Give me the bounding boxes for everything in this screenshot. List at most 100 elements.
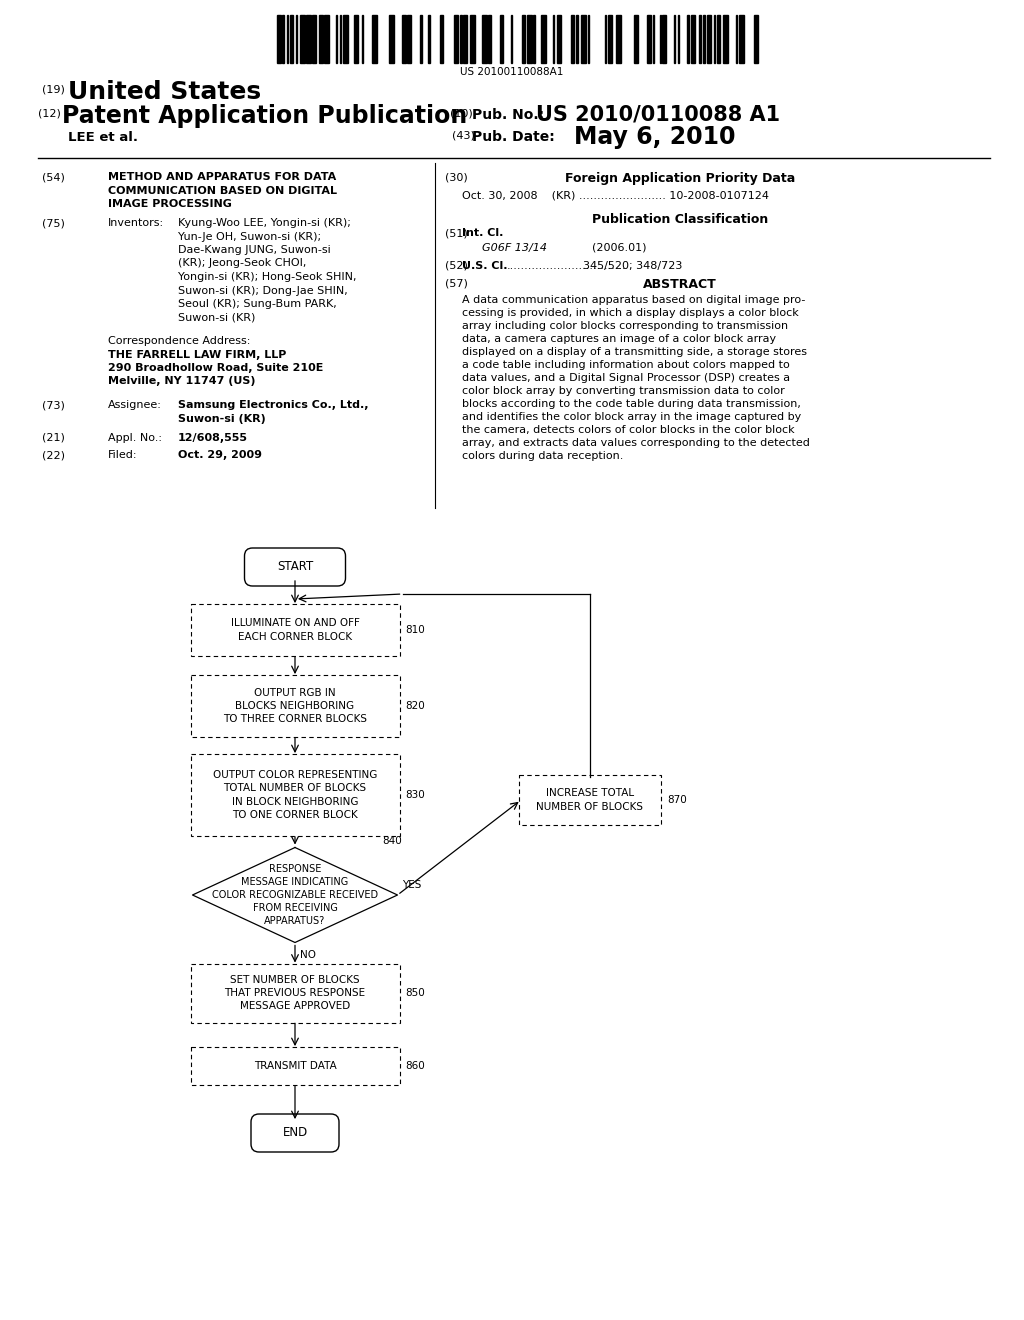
Bar (278, 15, 281, 63)
Text: Foreign Application Priority Data: Foreign Application Priority Data (565, 172, 795, 185)
Bar (575, 15, 578, 63)
Text: (75): (75) (42, 218, 65, 228)
Text: Pub. Date:: Pub. Date: (472, 129, 555, 144)
Text: 820: 820 (406, 701, 425, 711)
Text: Oct. 30, 2008    (KR) ........................ 10-2008-0107124: Oct. 30, 2008 (KR) .....................… (462, 190, 769, 201)
FancyBboxPatch shape (190, 675, 399, 737)
Text: OUTPUT RGB IN
BLOCKS NEIGHBORING
TO THREE CORNER BLOCKS: OUTPUT RGB IN BLOCKS NEIGHBORING TO THRE… (223, 688, 367, 725)
Text: LEE et al.: LEE et al. (68, 131, 138, 144)
Bar (470, 15, 475, 63)
Bar (739, 15, 744, 63)
Text: (30): (30) (445, 172, 468, 182)
Text: Melville, NY 11747 (US): Melville, NY 11747 (US) (108, 376, 256, 387)
Text: .................................: ................................. (507, 261, 627, 271)
Bar (389, 15, 394, 63)
Bar (647, 15, 651, 63)
Bar (290, 15, 293, 63)
Text: 830: 830 (406, 789, 425, 800)
Text: array, and extracts data values corresponding to the detected: array, and extracts data values correspo… (462, 438, 810, 447)
Bar (282, 15, 284, 63)
Bar (343, 15, 348, 63)
Text: US 2010/0110088 A1: US 2010/0110088 A1 (536, 104, 780, 124)
Text: (12): (12) (38, 108, 60, 117)
Bar (354, 15, 358, 63)
Text: 850: 850 (406, 987, 425, 998)
Bar (372, 15, 377, 63)
Text: Oct. 29, 2009: Oct. 29, 2009 (178, 450, 262, 459)
Text: Dae-Kwang JUNG, Suwon-si: Dae-Kwang JUNG, Suwon-si (178, 246, 331, 255)
Bar (581, 15, 586, 63)
Text: Filed:: Filed: (108, 450, 137, 459)
Text: (51): (51) (445, 228, 468, 238)
Text: (22): (22) (42, 450, 65, 459)
Text: 870: 870 (667, 795, 687, 805)
Text: NO: NO (300, 949, 316, 960)
Text: A data communication apparatus based on digital image pro-: A data communication apparatus based on … (462, 294, 805, 305)
Text: Pub. No.:: Pub. No.: (472, 108, 544, 121)
Text: COMMUNICATION BASED ON DIGITAL: COMMUNICATION BASED ON DIGITAL (108, 186, 337, 195)
Text: G06F 13/14: G06F 13/14 (482, 243, 547, 253)
Text: a code table including information about colors mapped to: a code table including information about… (462, 360, 790, 370)
Text: Kyung-Woo LEE, Yongin-si (KR);: Kyung-Woo LEE, Yongin-si (KR); (178, 218, 351, 228)
Bar (460, 15, 462, 63)
Text: Appl. No.:: Appl. No.: (108, 433, 162, 444)
Text: INCREASE TOTAL
NUMBER OF BLOCKS: INCREASE TOTAL NUMBER OF BLOCKS (537, 788, 643, 812)
Bar (634, 15, 638, 63)
Bar (557, 15, 561, 63)
Bar (440, 15, 443, 63)
Bar (703, 15, 705, 63)
Text: May 6, 2010: May 6, 2010 (574, 125, 735, 149)
Bar (717, 15, 720, 63)
Bar (407, 15, 411, 63)
Text: and identifies the color block array in the image captured by: and identifies the color block array in … (462, 412, 801, 422)
Text: cessing is provided, in which a display displays a color block: cessing is provided, in which a display … (462, 308, 799, 318)
Bar (608, 15, 612, 63)
Text: colors during data reception.: colors during data reception. (462, 451, 624, 461)
Text: blocks according to the code table during data transmission,: blocks according to the code table durin… (462, 399, 801, 409)
Text: Suwon-si (KR); Dong-Jae SHIN,: Suwon-si (KR); Dong-Jae SHIN, (178, 285, 348, 296)
Text: (19): (19) (42, 84, 65, 95)
FancyBboxPatch shape (190, 1047, 399, 1085)
Bar (699, 15, 701, 63)
Text: Correspondence Address:: Correspondence Address: (108, 337, 251, 346)
Bar (754, 15, 758, 63)
Text: (57): (57) (445, 279, 468, 288)
Bar (300, 15, 305, 63)
Text: displayed on a display of a transmitting side, a storage stores: displayed on a display of a transmitting… (462, 347, 807, 356)
Text: color block array by converting transmission data to color: color block array by converting transmis… (462, 385, 784, 396)
Text: Assignee:: Assignee: (108, 400, 162, 411)
FancyBboxPatch shape (190, 605, 399, 656)
Text: Suwon-si (KR): Suwon-si (KR) (178, 413, 266, 424)
Text: (54): (54) (42, 172, 65, 182)
Bar (319, 15, 323, 63)
Text: the camera, detects colors of color blocks in the color block: the camera, detects colors of color bloc… (462, 425, 795, 436)
Text: SET NUMBER OF BLOCKS
THAT PREVIOUS RESPONSE
MESSAGE APPROVED: SET NUMBER OF BLOCKS THAT PREVIOUS RESPO… (224, 974, 366, 1011)
Text: (21): (21) (42, 433, 65, 444)
Text: 345/520; 348/723: 345/520; 348/723 (583, 261, 682, 271)
Text: Int. Cl.: Int. Cl. (462, 228, 504, 238)
Text: Publication Classification: Publication Classification (592, 213, 768, 226)
Text: END: END (283, 1126, 307, 1139)
Bar (324, 15, 329, 63)
Bar (488, 15, 490, 63)
FancyBboxPatch shape (519, 775, 662, 825)
Bar (428, 15, 430, 63)
FancyBboxPatch shape (190, 754, 399, 836)
Text: Suwon-si (KR): Suwon-si (KR) (178, 313, 255, 322)
FancyBboxPatch shape (251, 1114, 339, 1152)
Text: METHOD AND APPARATUS FOR DATA: METHOD AND APPARATUS FOR DATA (108, 172, 336, 182)
Text: 12/608,555: 12/608,555 (178, 433, 248, 444)
Bar (463, 15, 467, 63)
Text: Inventors:: Inventors: (108, 218, 164, 228)
Text: data, a camera captures an image of a color block array: data, a camera captures an image of a co… (462, 334, 776, 345)
Bar (420, 15, 422, 63)
Bar (402, 15, 406, 63)
Bar (312, 15, 316, 63)
Bar (616, 15, 621, 63)
Text: THE FARRELL LAW FIRM, LLP: THE FARRELL LAW FIRM, LLP (108, 350, 287, 359)
Text: U.S. Cl.: U.S. Cl. (462, 261, 508, 271)
Bar (662, 15, 666, 63)
Text: YES: YES (402, 880, 422, 890)
Bar (687, 15, 689, 63)
Bar (571, 15, 574, 63)
